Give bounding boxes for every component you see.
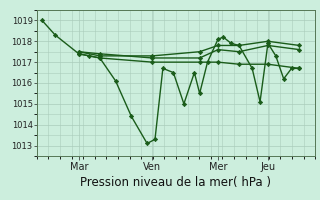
X-axis label: Pression niveau de la mer( hPa ): Pression niveau de la mer( hPa ): [81, 176, 271, 189]
